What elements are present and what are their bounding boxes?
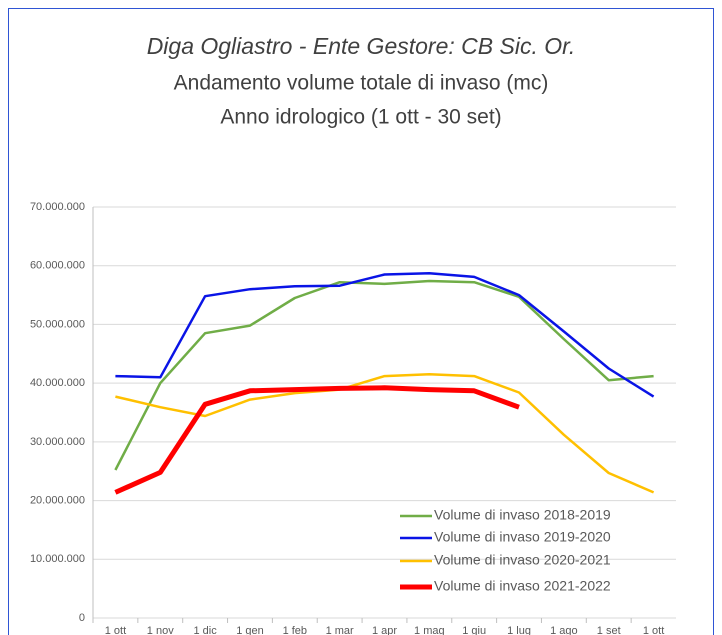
y-tick-label: 70.000.000 (30, 201, 85, 213)
legend-label: Volume di invaso 2018-2019 (434, 507, 611, 523)
y-tick-label: 20.000.000 (30, 494, 85, 506)
x-tick-label: 1 apr (372, 625, 397, 635)
chart-subtitle: Anno idrologico (1 ott - 30 set) (220, 106, 501, 129)
x-tick-label: 1 mag (414, 625, 445, 635)
chart-border (8, 8, 714, 635)
y-tick-label: 10.000.000 (30, 553, 85, 565)
y-tick-label: 50.000.000 (30, 318, 85, 330)
legend-label: Volume di invaso 2021-2022 (434, 578, 611, 594)
x-tick-label: 1 giu (462, 625, 486, 635)
x-tick-label: 1 ago (550, 625, 578, 635)
series-line (114, 385, 520, 495)
x-tick-label: 1 ott (105, 625, 126, 635)
series-line (114, 279, 654, 471)
x-tick-label: 1 nov (147, 625, 174, 635)
legend-label: Volume di invaso 2020-2021 (434, 552, 611, 568)
y-tick-label: 30.000.000 (30, 436, 85, 448)
chart-subtitle: Andamento volume totale di invaso (mc) (174, 72, 549, 95)
x-tick-label: 1 mar (326, 625, 354, 635)
x-tick-label: 1 lug (507, 625, 531, 635)
series-line (115, 272, 655, 398)
legend-label: Volume di invaso 2019-2020 (434, 529, 611, 545)
x-tick-label: 1 set (597, 625, 621, 635)
y-tick-label: 40.000.000 (30, 377, 85, 389)
y-tick-label: 0 (79, 612, 85, 624)
x-tick-label: 1 gen (236, 625, 264, 635)
x-tick-label: 1 feb (283, 625, 307, 635)
x-tick-label: 1 ott (643, 625, 664, 635)
series-line (115, 373, 655, 494)
y-tick-label: 60.000.000 (30, 260, 85, 272)
chart-title: Diga Ogliastro - Ente Gestore: CB Sic. O… (147, 33, 576, 59)
x-tick-label: 1 dic (193, 625, 217, 635)
